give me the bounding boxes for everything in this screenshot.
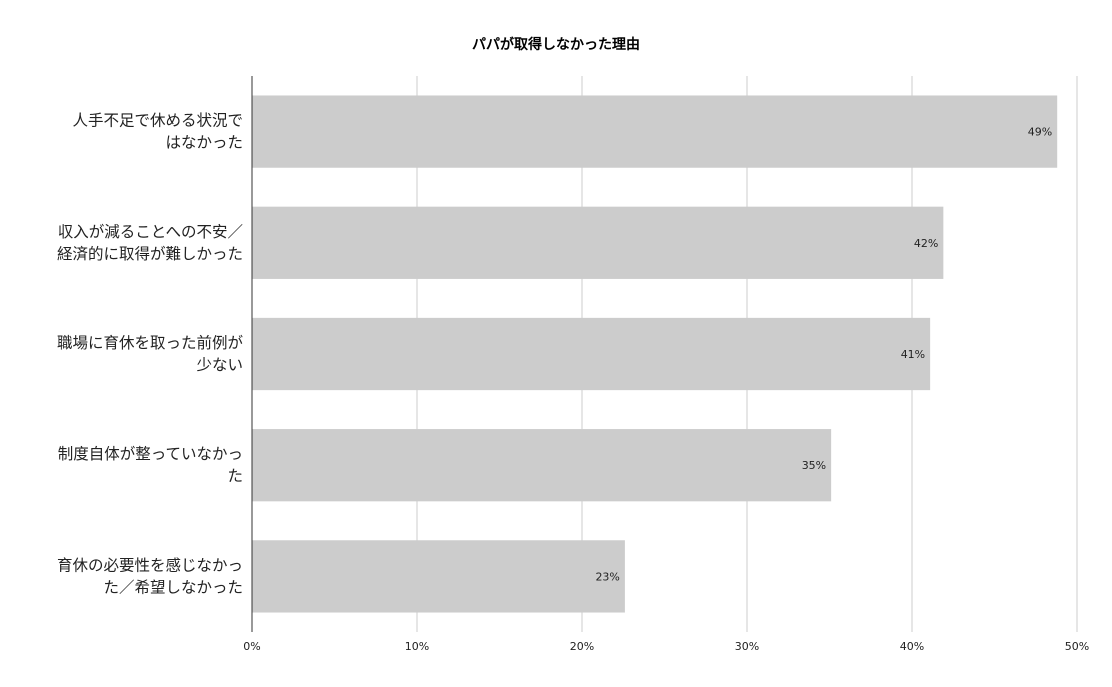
category-label: 育休の必要性を感じなかった／希望しなかった (57, 556, 243, 596)
category-label-line: 収入が減ることへの不安／ (58, 223, 243, 241)
category-label-line: 経済的に取得が難しかった (57, 245, 243, 263)
category-label: 収入が減ることへの不安／ 経済的に取得が難しかった (57, 223, 243, 263)
category-label-line: 少ない (196, 356, 243, 374)
x-tick-label: 30% (735, 640, 759, 653)
category-label-line: た (227, 467, 243, 485)
x-tick-label: 10% (405, 640, 429, 653)
x-tick-label: 20% (570, 640, 594, 653)
category-label-line: 職場に育休を取った前例が (57, 334, 244, 352)
bar (252, 540, 625, 613)
x-tick-label: 0% (243, 640, 260, 653)
category-label-line: 育休の必要性を感じなかっ (57, 556, 243, 574)
x-tick-label: 50% (1065, 640, 1089, 653)
data-label: 23% (595, 570, 619, 583)
x-tick-label: 40% (900, 640, 924, 653)
x-tick-labels: 0% 10% 20% 30% 40% 50% (243, 640, 1089, 653)
data-label: 41% (901, 348, 925, 361)
category-label-line: た／希望しなかった (103, 578, 243, 596)
category-label: 職場に育休を取った前例が少ない (57, 334, 244, 374)
category-label: 人手不足で休める状況ではなかった (72, 112, 243, 152)
category-label-line: はなかった (165, 134, 243, 152)
category-label-line: 人手不足で休める状況で (72, 112, 243, 130)
bars: 49% 42% 41% 35% 23% (252, 95, 1058, 613)
data-label: 42% (914, 237, 938, 250)
chart-title: パパが取得しなかった理由 (472, 36, 640, 53)
bar (252, 95, 1058, 168)
data-label: 49% (1028, 126, 1052, 139)
data-label: 35% (802, 459, 826, 472)
category-label: 制度自体が整っていなかった (58, 445, 243, 485)
bar (252, 317, 931, 391)
category-label-line: 制度自体が整っていなかっ (58, 445, 243, 463)
bar (252, 206, 944, 279)
bar (252, 429, 832, 502)
